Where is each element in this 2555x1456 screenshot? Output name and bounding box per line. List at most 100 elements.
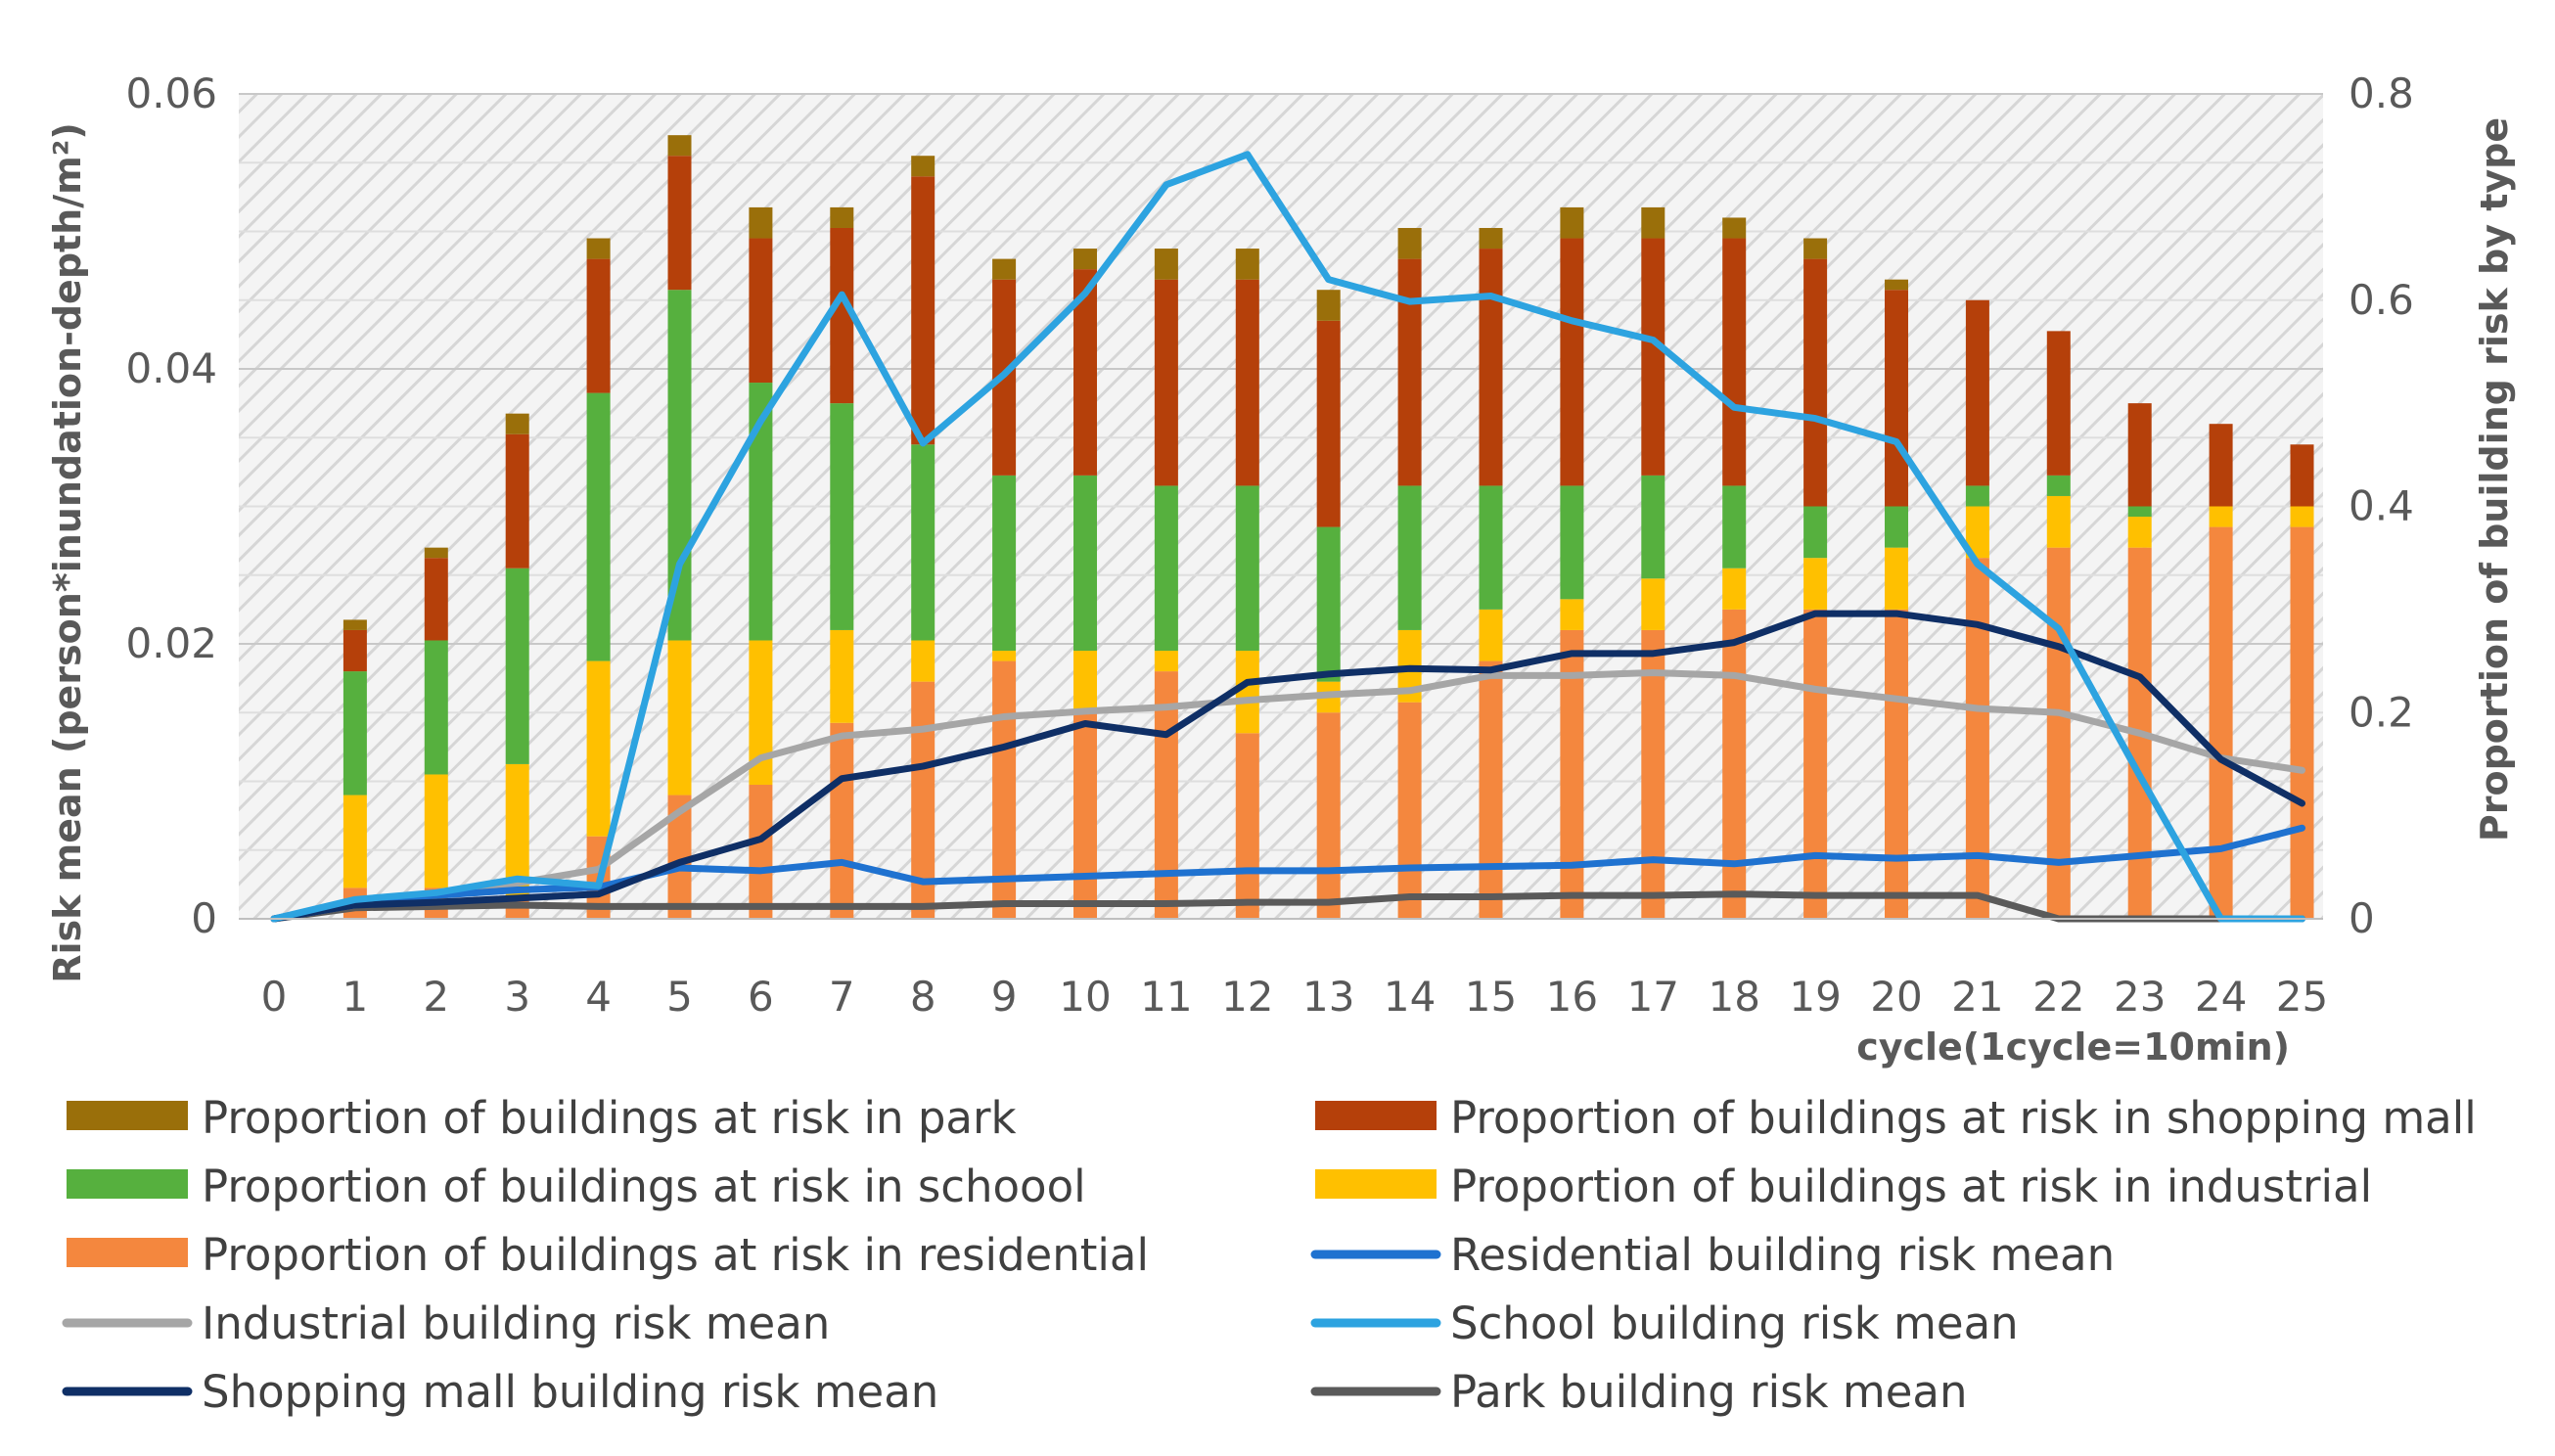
bar-segment (1560, 599, 1584, 630)
x-tick-label: 21 (1951, 973, 2003, 1021)
bar-segment (1803, 558, 1828, 610)
bar-segment (749, 785, 773, 919)
x-tick-label: 6 (748, 973, 774, 1021)
bar-segment (1965, 558, 1989, 919)
legend: Proportion of buildings at risk in park P… (62, 1092, 2477, 1418)
bar-segment (1397, 485, 1422, 630)
x-tick-label: 10 (1059, 973, 1111, 1021)
bar-segment (2290, 506, 2314, 527)
x-tick-label: 20 (1870, 973, 1922, 1021)
bar-segment (1560, 485, 1584, 600)
bar-segment (667, 640, 692, 796)
line-series (270, 669, 2305, 923)
y-right-tick-label: 0.8 (2349, 69, 2414, 117)
lines (270, 151, 2305, 923)
legend-label: School building risk mean (1450, 1297, 2019, 1349)
bar-segment (992, 475, 1017, 652)
y-left-tick-label: 0.04 (125, 344, 217, 392)
bar-segment (1803, 238, 1828, 259)
bar-segment (667, 156, 692, 291)
bar-segment (1397, 227, 1422, 259)
bar-segment (1965, 299, 1989, 486)
x-tick-label: 0 (261, 973, 288, 1021)
bar-segment (586, 258, 611, 393)
bar-segment (830, 629, 854, 723)
x-tick-label: 17 (1627, 973, 1679, 1021)
bar-segment (1235, 249, 1259, 280)
x-tick-label: 13 (1302, 973, 1354, 1021)
x-tick-label: 12 (1221, 973, 1273, 1021)
y-axis-left-title: Risk mean (person*inundation-depth/m²) (46, 122, 89, 982)
bar-segment (1154, 485, 1178, 652)
bar-segment (1885, 290, 1908, 507)
bar-segment (1885, 547, 1908, 610)
x-tick-label: 25 (2276, 973, 2328, 1021)
bar-segment (2127, 506, 2152, 518)
bar-segment (424, 547, 448, 559)
bar-segment (1479, 609, 1503, 661)
bar-segment (505, 413, 529, 434)
bar-segment (1560, 206, 1584, 239)
x-tick-label: 19 (1789, 973, 1841, 1021)
bar-segment (2209, 526, 2233, 919)
bar-segment (505, 568, 529, 764)
bar-segment (1316, 526, 1341, 682)
bar-segment (1235, 651, 1259, 734)
bar-segment (342, 629, 367, 672)
legend-label: Residential building risk mean (1450, 1229, 2115, 1281)
bar-segment (1965, 485, 1989, 507)
x-tick-label: 5 (666, 973, 693, 1021)
bar-segment (1235, 733, 1259, 919)
x-tick-label: 14 (1384, 973, 1436, 1021)
y-right-tick-label: 0 (2349, 894, 2375, 942)
bar-segment (1641, 629, 1665, 919)
x-tick-label: 7 (829, 973, 855, 1021)
legend-label: Industrial building risk mean (202, 1297, 830, 1349)
bar-segment (830, 206, 854, 228)
legend-label: Shopping mall building risk mean (202, 1366, 938, 1418)
bar-segment (424, 558, 448, 641)
y-right-tick-label: 0.6 (2349, 276, 2414, 324)
legend-label: Proportion of buildings at risk in shopp… (1450, 1092, 2477, 1144)
bar-segment (911, 156, 935, 177)
legend-label: Proportion of buildings at risk in resid… (202, 1229, 1149, 1281)
bar-segment (1641, 475, 1665, 579)
bar-segment (1641, 206, 1665, 239)
bar-segment (1073, 249, 1097, 270)
x-tick-label: 1 (342, 973, 369, 1021)
bar-segment (749, 206, 773, 239)
y-right-tick-label: 0.2 (2349, 688, 2414, 736)
bar-segment (2046, 331, 2071, 476)
bar-segment (1722, 217, 1747, 239)
legend-swatch (67, 1169, 188, 1199)
bar-segment (424, 640, 448, 775)
bar-segment (1479, 249, 1503, 486)
bar-segment (342, 795, 367, 888)
bar-segment (1154, 249, 1178, 280)
legend-label: Proportion of buildings at risk in park (202, 1092, 1017, 1144)
bar-segment (1885, 609, 1908, 919)
bar-segment (1885, 506, 1908, 548)
bar-segment (2046, 495, 2071, 548)
gridlines (239, 93, 2323, 851)
bar-segment (1154, 279, 1178, 486)
bar-segment (1803, 609, 1828, 919)
x-tick-label: 2 (423, 973, 449, 1021)
bar-segment (2290, 444, 2314, 507)
bar-segment (586, 660, 611, 837)
legend-swatch (1315, 1169, 1437, 1199)
bar-segment (1154, 671, 1178, 919)
legend-swatch (67, 1101, 188, 1130)
bar-segment (1722, 238, 1747, 486)
bar-segment (1479, 227, 1503, 250)
line-series (270, 890, 2305, 923)
x-axis-title: cycle(1cycle=10min) (1856, 1025, 2290, 1069)
legend-label: Park building risk mean (1450, 1366, 1968, 1418)
x-tick-label: 24 (2195, 973, 2247, 1021)
bar-segment (1641, 578, 1665, 630)
y-left-tick-label: 0 (191, 894, 217, 942)
bar-segment (1397, 258, 1422, 486)
bar-segment (1316, 320, 1341, 527)
bar-segment (1560, 238, 1584, 486)
bar-segment (505, 433, 529, 569)
